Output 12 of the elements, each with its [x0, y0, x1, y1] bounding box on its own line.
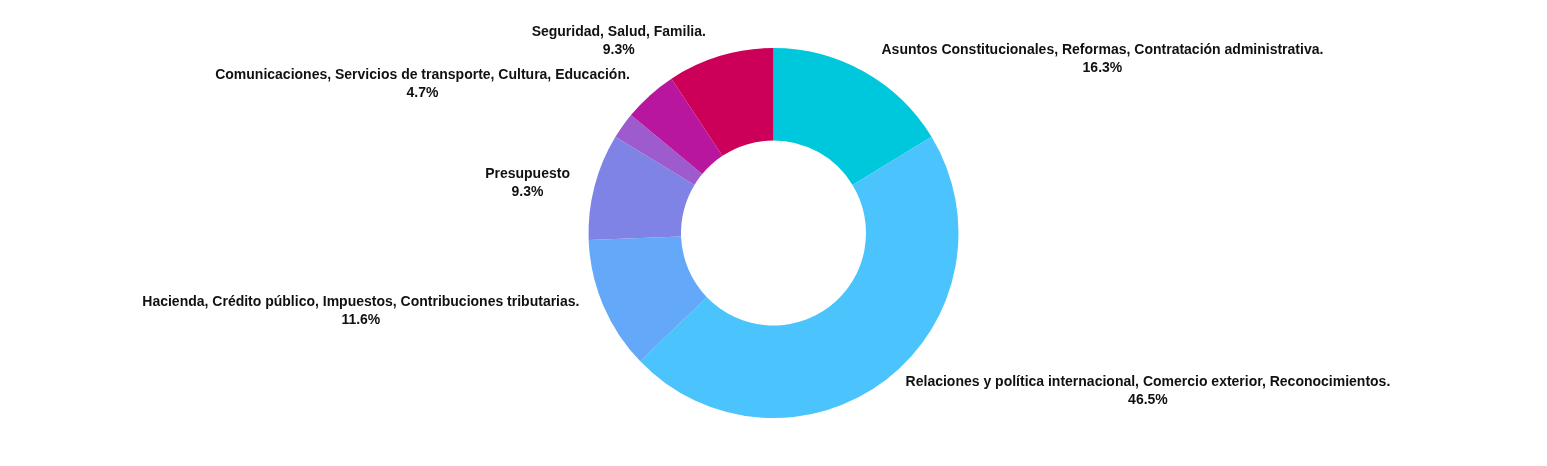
data-label: 4.7% — [406, 84, 439, 101]
slice-label: Relaciones y política internacional, Comercio exterior, Reconocimientos. — [905, 373, 1391, 390]
slice-label: Hacienda, Crédito público, Impuestos, Contribuciones tributarias. — [142, 293, 580, 310]
data-label: 46.5% — [1128, 391, 1169, 408]
slice-label: Presupuesto — [485, 164, 570, 181]
data-label: 11.6% — [341, 311, 381, 328]
data-label: 9.3% — [511, 182, 545, 199]
slice-label: Comunicaciones, Servicios de transporte, Cultura, Educación. — [215, 66, 630, 83]
slice-label: Seguridad, Salud, Familia. — [531, 23, 706, 40]
data-label: 16.3% — [1082, 58, 1123, 75]
data-label: 9.3% — [602, 41, 636, 58]
slice-label: Asuntos Constitucionales, Reformas, Contratación administrativa. — [881, 40, 1324, 57]
